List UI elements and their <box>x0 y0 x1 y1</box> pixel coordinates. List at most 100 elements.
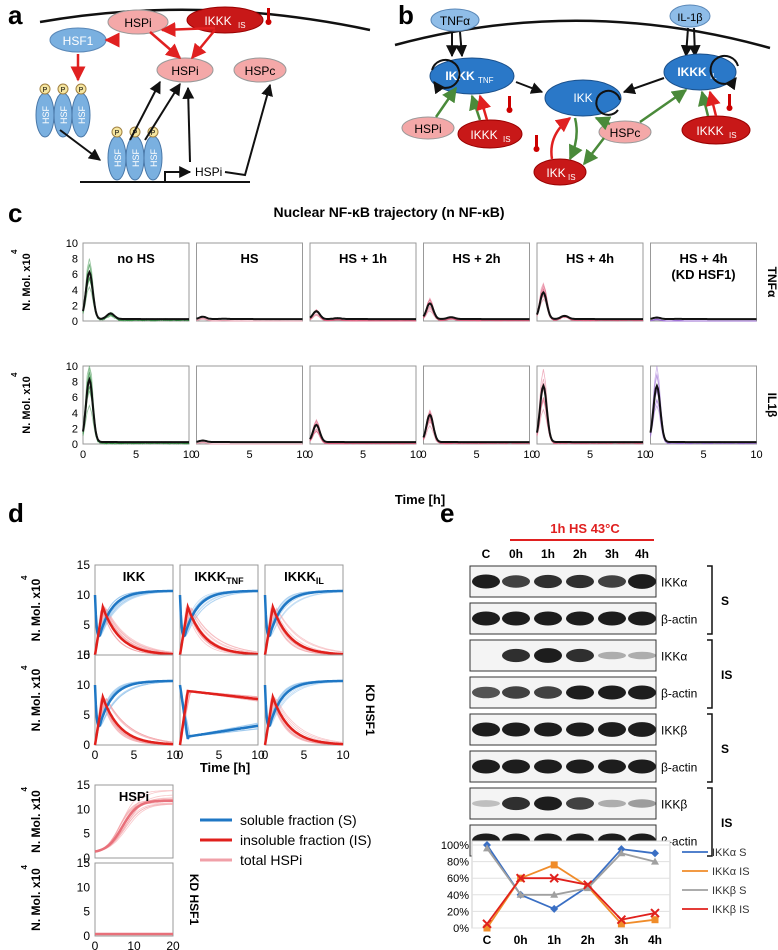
d-hspi-subplot <box>95 863 173 936</box>
e-band <box>502 723 530 737</box>
e-band <box>566 723 594 737</box>
d-column-subtitle: TNF <box>226 576 244 586</box>
e-ytick: 80% <box>447 857 469 869</box>
d-hspi-xtick: 10 <box>127 939 141 950</box>
a-hsf1: HSF1 <box>63 34 94 48</box>
e-fraction-bracket <box>707 788 712 856</box>
c-column-title: HS <box>240 251 258 266</box>
e-legend-label: IKKβ IS <box>712 904 750 916</box>
c-xtick: 5 <box>473 449 479 461</box>
e-fraction-label: IS <box>721 816 732 830</box>
e-lane-label: 2h <box>573 547 587 561</box>
e-band <box>472 760 500 774</box>
e-header: 1h HS 43°C <box>550 521 620 536</box>
e-band <box>628 652 656 660</box>
e-band <box>534 575 562 588</box>
e-xtick: 0h <box>514 933 528 947</box>
d-hspi-title: HSPi <box>119 789 149 804</box>
e-xtick: 2h <box>581 933 595 947</box>
d-ytick: 0 <box>83 738 90 752</box>
panel-c-grid: N. Mol. x1040246810TNFαno HS HS HS + 1h HS … <box>10 238 778 461</box>
c-ytick: 8 <box>72 254 78 266</box>
b-ikkk-is-right-sub: IS <box>729 131 737 140</box>
e-blot-label: IKKβ <box>661 798 687 812</box>
e-band <box>502 649 530 662</box>
d-hspi-ylabel: N. Mol. x10 <box>29 790 43 853</box>
e-band <box>628 799 656 807</box>
e-legend-label: IKKα S <box>712 847 746 859</box>
e-lane-label: 3h <box>605 547 619 561</box>
e-band <box>534 797 562 811</box>
c-ytick: 10 <box>66 238 78 250</box>
d-ylabel-exp: 4 <box>20 665 29 670</box>
e-data-point <box>652 916 659 923</box>
c-column-title: HS + 4h <box>679 251 727 266</box>
b-ikk-is-sub: IS <box>568 173 576 182</box>
e-lane-label: C <box>482 547 491 561</box>
e-blot-label: IKKα <box>661 650 687 664</box>
e-band <box>566 797 594 809</box>
b-ikkk-tnf-sub: TNF <box>478 76 494 85</box>
c-subplot <box>83 366 189 444</box>
e-band <box>534 612 562 626</box>
d-xtick: 5 <box>301 748 308 762</box>
c-xtick: 0 <box>80 449 86 461</box>
e-band <box>566 612 594 626</box>
d-kd-ytick: 0 <box>83 929 90 943</box>
phospho-label: P <box>61 87 66 94</box>
hsf-label: HSF <box>131 148 141 167</box>
c-xtick: 5 <box>587 449 593 461</box>
e-band <box>566 649 594 662</box>
c-subplot <box>310 366 416 444</box>
c-column-title: HS + 2h <box>452 251 500 266</box>
e-ytick: 100% <box>441 840 469 852</box>
e-lane-label: 1h <box>541 547 555 561</box>
c-xtick: 10 <box>750 449 762 461</box>
e-band <box>628 574 656 589</box>
c-ytick: 4 <box>72 285 78 297</box>
c-column-subtitle: (KD HSF1) <box>671 267 735 282</box>
a-hspi-top: HSPi <box>124 16 151 30</box>
d-xtick: 0 <box>92 748 99 762</box>
e-band <box>502 575 530 587</box>
d-xlabel: Time [h] <box>200 760 250 775</box>
thermometer-icon <box>266 8 272 25</box>
a-ikkk-is-sub: IS <box>238 21 246 30</box>
d-column-title: IKK <box>123 569 146 584</box>
c-ylabel-exp: 4 <box>10 372 19 377</box>
d-kd-ylabel-exp: 4 <box>20 865 29 870</box>
d-kd-label: KD HSF1 <box>363 684 377 736</box>
b-ikk-is: IKK <box>546 166 565 180</box>
e-band <box>534 760 562 774</box>
b-ikk: IKK <box>573 91 592 105</box>
e-band <box>534 723 562 737</box>
e-band <box>628 722 656 737</box>
d-ylabel: N. Mol. x10 <box>29 578 43 641</box>
e-band <box>628 760 656 774</box>
panel-e-line-chart: 0% 20% 40% 60% 80% 100% C 0h 1h 2h 3h 4h IKKα S IKKα … <box>441 840 750 947</box>
c-xtick: 0 <box>647 449 653 461</box>
e-band <box>628 686 656 700</box>
e-xtick: 4h <box>648 933 662 947</box>
c-column-title: HS + 4h <box>566 251 614 266</box>
d-hspi-xtick: 0 <box>92 939 99 950</box>
e-chart-frame <box>472 841 670 928</box>
e-ytick: 20% <box>447 906 469 918</box>
a-ikkk-is: IKKK <box>204 14 231 28</box>
d-ytick: 15 <box>77 558 91 572</box>
b-ikkk-is-left-sub: IS <box>503 135 511 144</box>
b-il1b: IL-1β <box>677 12 702 24</box>
c-column-title: HS + 1h <box>339 251 387 266</box>
c-ytick: 0 <box>72 316 78 328</box>
e-band <box>502 797 530 810</box>
e-legend-label: IKKα IS <box>712 866 750 878</box>
hsf-trimer-cytoplasm: HSFPHSFPHSFP <box>36 84 90 137</box>
panel-a-diagram: HSPi IKKK IS HSF1 HSPi HSPc HSFPHSFPHSFP… <box>36 7 370 182</box>
e-band <box>502 686 530 698</box>
d-hspi-ytick: 15 <box>77 778 91 792</box>
c-xtick: 0 <box>307 449 313 461</box>
e-band <box>598 575 626 587</box>
c-row-label: TNFα <box>765 267 778 298</box>
e-blot-label: β-actin <box>661 613 697 627</box>
c-subplot <box>537 366 643 444</box>
